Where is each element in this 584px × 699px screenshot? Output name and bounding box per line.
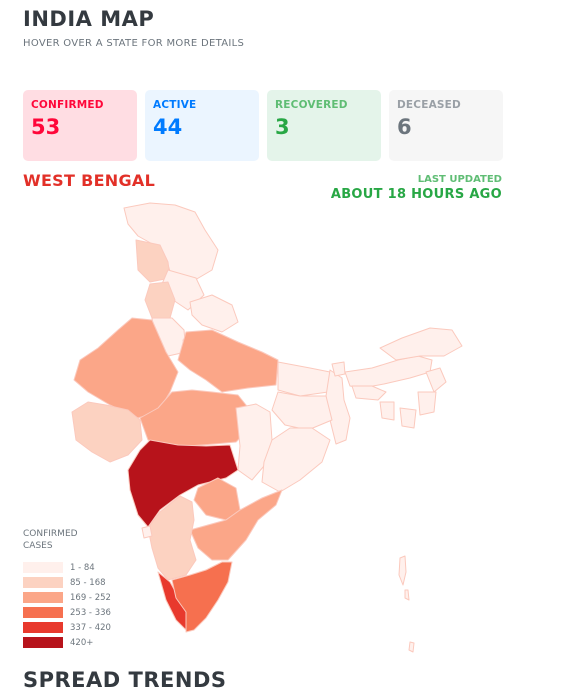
state-maharashtra[interactable] xyxy=(127,439,239,528)
legend-range-label: 420+ xyxy=(70,637,94,648)
legend-swatch xyxy=(23,577,63,588)
page-title: INDIA MAP xyxy=(23,7,155,31)
legend-swatch xyxy=(23,637,63,648)
state-tamil-nadu[interactable] xyxy=(171,561,233,633)
legend-item: 420+ xyxy=(23,635,111,650)
state-meghalaya[interactable] xyxy=(351,385,387,401)
confirmed-card: CONFIRMED 53 xyxy=(23,90,137,161)
state-gujarat[interactable] xyxy=(71,401,143,463)
legend-item: 1 - 84 xyxy=(23,560,111,575)
deceased-label: DECEASED xyxy=(397,99,461,111)
state-uttar-pradesh[interactable] xyxy=(177,329,279,393)
spread-trends-title: SPREAD TRENDS xyxy=(23,668,227,692)
legend-item: 253 - 336 xyxy=(23,605,111,620)
legend-range-label: 1 - 84 xyxy=(70,562,95,573)
state-west-bengal[interactable] xyxy=(325,369,351,445)
legend-item: 337 - 420 xyxy=(23,620,111,635)
legend-swatch xyxy=(23,607,63,618)
state-karnataka[interactable] xyxy=(147,495,197,581)
legend-swatch xyxy=(23,592,63,603)
state-punjab[interactable] xyxy=(144,281,176,319)
selected-state-name: WEST BENGAL xyxy=(23,171,156,190)
last-updated-label: LAST UPDATED xyxy=(417,174,502,185)
legend-range-label: 85 - 168 xyxy=(70,577,106,588)
deceased-count: 6 xyxy=(397,115,412,139)
state-uttarakhand[interactable] xyxy=(189,294,239,333)
legend-title: CONFIRMED CASES xyxy=(23,529,78,551)
last-updated-value: ABOUT 18 HOURS AGO xyxy=(330,187,502,202)
legend-swatch xyxy=(23,622,63,633)
active-label: ACTIVE xyxy=(153,99,197,111)
page-subtitle: HOVER OVER A STATE FOR MORE DETAILS xyxy=(23,38,245,49)
legend-range-label: 253 - 336 xyxy=(70,607,111,618)
recovered-count: 3 xyxy=(275,115,290,139)
state-andhra-pradesh[interactable] xyxy=(189,489,283,561)
active-card: ACTIVE 44 xyxy=(145,90,259,161)
state-jammu-kashmir[interactable] xyxy=(123,202,219,281)
map-legend: 1 - 84 85 - 168 169 - 252 253 - 336 337 - 42… xyxy=(23,560,111,650)
legend-item: 169 - 252 xyxy=(23,590,111,605)
legend-item: 85 - 168 xyxy=(23,575,111,590)
legend-range-label: 337 - 420 xyxy=(70,622,111,633)
state-mizoram[interactable] xyxy=(399,407,417,429)
legend-swatch xyxy=(23,562,63,573)
state-sikkim[interactable] xyxy=(331,361,346,377)
active-count: 44 xyxy=(153,115,183,139)
state-manipur[interactable] xyxy=(417,391,437,416)
state-odisha[interactable] xyxy=(261,427,331,493)
state-rajasthan[interactable] xyxy=(73,317,179,419)
legend-range-label: 169 - 252 xyxy=(70,592,111,603)
confirmed-label: CONFIRMED xyxy=(31,99,104,111)
india-map xyxy=(71,202,463,653)
state-andaman-nicobar[interactable] xyxy=(398,555,415,653)
state-goa[interactable] xyxy=(141,525,153,539)
state-assam[interactable] xyxy=(344,355,433,389)
state-bihar[interactable] xyxy=(277,361,331,397)
state-tripura[interactable] xyxy=(379,401,395,421)
state-jharkhand[interactable] xyxy=(271,391,333,431)
state-arunachal-pradesh[interactable] xyxy=(379,327,463,361)
confirmed-count: 53 xyxy=(31,115,61,139)
recovered-label: RECOVERED xyxy=(275,99,348,111)
recovered-card: RECOVERED 3 xyxy=(267,90,381,161)
deceased-card: DECEASED 6 xyxy=(389,90,503,161)
state-nagaland[interactable] xyxy=(425,367,447,393)
